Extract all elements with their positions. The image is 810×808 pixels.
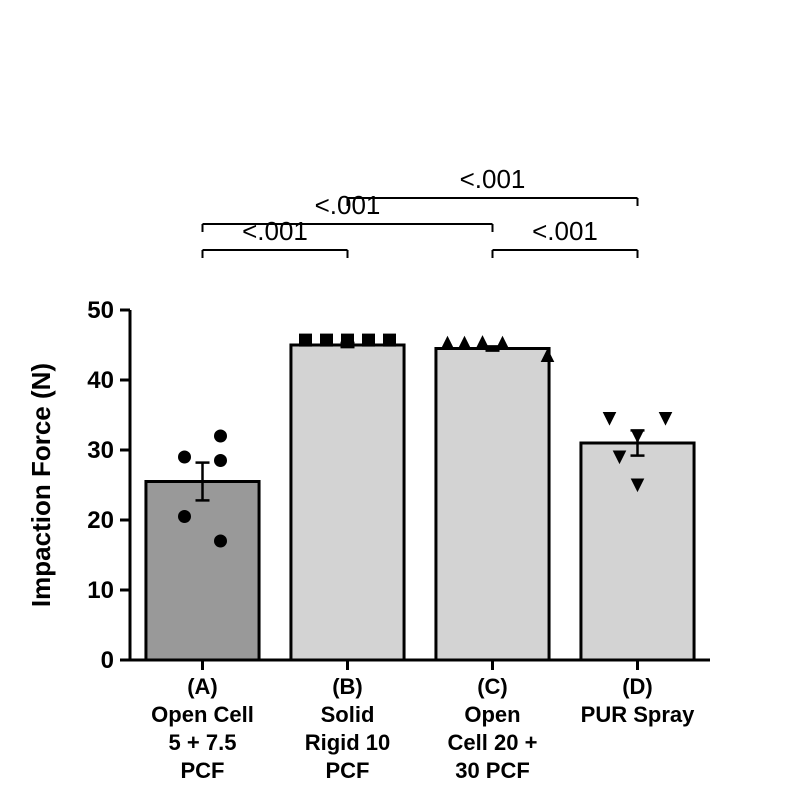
data-point bbox=[215, 430, 227, 442]
x-category-label: PCF bbox=[181, 758, 225, 783]
ytick-label: 0 bbox=[101, 647, 114, 674]
significance-label: <.001 bbox=[242, 216, 308, 246]
x-category-label: Cell 20 + bbox=[448, 730, 538, 755]
bar bbox=[146, 482, 259, 661]
data-point bbox=[215, 535, 227, 547]
x-category-label: (C) bbox=[477, 674, 508, 699]
bar bbox=[436, 349, 549, 661]
data-point bbox=[179, 511, 191, 523]
x-category-label: 30 PCF bbox=[455, 758, 530, 783]
x-category-label: 5 + 7.5 bbox=[169, 730, 237, 755]
x-category-label: (B) bbox=[332, 674, 363, 699]
ytick-label: 40 bbox=[87, 367, 114, 394]
data-point bbox=[384, 334, 396, 346]
ytick-label: 20 bbox=[87, 507, 114, 534]
ytick-label: 50 bbox=[87, 297, 114, 324]
ytick-label: 30 bbox=[87, 437, 114, 464]
data-point bbox=[321, 334, 333, 346]
significance-label: <.001 bbox=[532, 216, 598, 246]
y-axis-label: Impaction Force (N) bbox=[26, 363, 56, 607]
data-point bbox=[179, 451, 191, 463]
chart-container: 0 10 20 30 40 50 Impaction Force (N) (A) Open Ce… bbox=[0, 0, 810, 808]
bar bbox=[581, 443, 694, 660]
x-category-label: Open bbox=[464, 702, 520, 727]
x-category-label: Solid bbox=[321, 702, 375, 727]
data-point bbox=[342, 334, 354, 346]
bar bbox=[291, 345, 404, 660]
x-category-label: PUR Spray bbox=[581, 702, 695, 727]
data-point bbox=[215, 455, 227, 467]
x-category-label: PCF bbox=[326, 758, 370, 783]
data-point bbox=[300, 334, 312, 346]
ytick-label: 10 bbox=[87, 577, 114, 604]
x-category-label: (D) bbox=[622, 674, 653, 699]
x-category-label: (A) bbox=[187, 674, 218, 699]
data-point bbox=[363, 334, 375, 346]
x-category-label: Open Cell bbox=[151, 702, 254, 727]
impaction-force-bar-chart: 0 10 20 30 40 50 Impaction Force (N) (A) Open Ce… bbox=[0, 0, 810, 808]
significance-label: <.001 bbox=[460, 164, 526, 194]
x-category-label: Rigid 10 bbox=[305, 730, 391, 755]
